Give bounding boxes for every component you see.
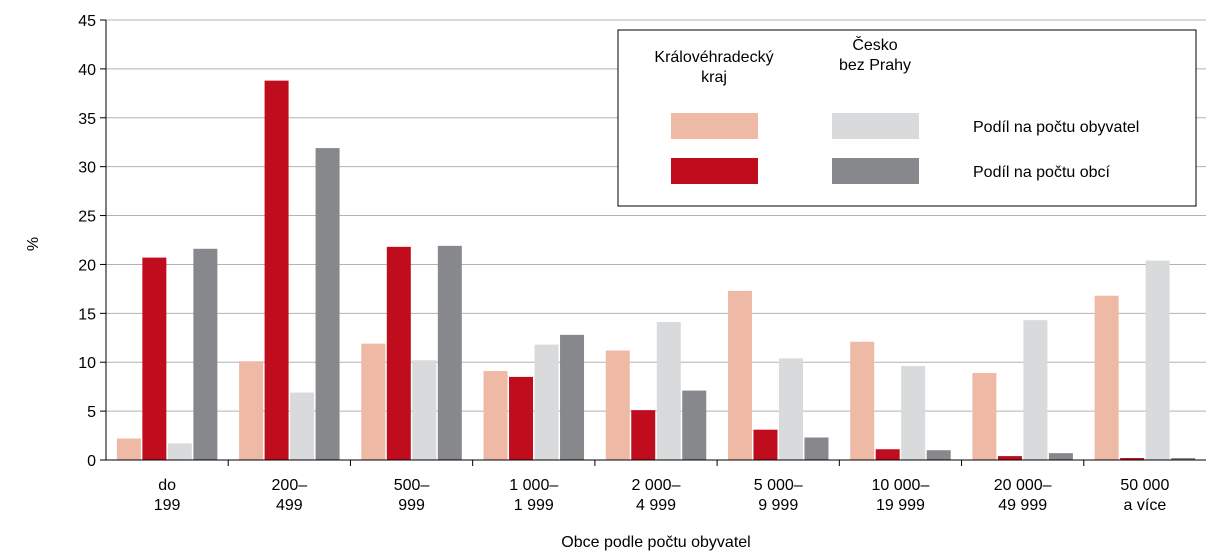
bar [631,410,656,460]
y-tick-label: 25 [78,209,96,226]
x-tick-label: 5 000– [754,477,803,494]
bar [926,450,951,460]
y-tick-label: 5 [87,404,96,421]
bar [193,248,218,460]
bar [997,456,1022,460]
x-tick-label: 49 999 [998,497,1047,514]
y-tick-label: 20 [78,257,96,274]
bar [290,392,315,460]
x-axis-title: Obce podle počtu obyvatel [561,534,750,551]
x-tick-label: 999 [398,497,425,514]
x-tick-label: 9 999 [758,497,798,514]
bar [1171,458,1196,460]
bar [361,343,386,460]
x-tick-label: 19 999 [876,497,925,514]
legend-swatch [671,158,758,184]
bar [315,148,340,461]
bar [1094,295,1119,460]
x-tick-label: 1 000– [509,477,558,494]
legend-column-header: bez Prahy [839,57,911,74]
y-tick-label: 35 [78,111,96,128]
legend-swatch [832,158,919,184]
bar [560,334,585,460]
y-tick-label: 40 [78,62,96,79]
bar [727,290,752,460]
y-tick-label: 10 [78,355,96,372]
legend-row-label: Podíl na počtu obcí [973,164,1111,181]
bar [1023,320,1048,460]
bar [142,257,167,460]
bar [804,437,829,460]
bar [753,429,778,460]
bar [509,376,534,460]
legend-column-header: kraj [701,69,727,86]
y-tick-label: 15 [78,306,96,323]
bar [1120,458,1145,460]
bar [483,371,508,460]
bar [875,449,900,460]
legend-column-header: Česko [852,35,897,54]
x-tick-label: 4 999 [636,497,676,514]
legend-swatch [671,113,758,139]
x-tick-label: 200– [272,477,308,494]
x-tick-label: 500– [394,477,430,494]
bar [682,390,707,460]
bar [605,350,630,460]
y-tick-label: 30 [78,160,96,177]
bar [116,438,141,460]
bar [1048,453,1073,460]
bar [386,246,411,460]
bar [901,366,926,460]
x-tick-label: a více [1124,497,1167,514]
x-tick-label: 199 [154,497,181,514]
y-axis-title: % [25,237,42,251]
bar [534,344,559,460]
x-tick-label: 499 [276,497,303,514]
legend-swatch [832,113,919,139]
bar [412,360,437,460]
bar [167,443,192,460]
bar [1145,260,1170,460]
x-tick-label: 1 999 [514,497,554,514]
x-tick-label: 10 000– [872,477,930,494]
x-tick-label: 50 000 [1120,477,1169,494]
bar [778,358,803,460]
x-tick-label: do [158,477,176,494]
x-tick-label: 2 000– [632,477,681,494]
x-tick-label: 20 000– [994,477,1052,494]
legend-column-header: Královéhradecký [654,49,773,66]
y-tick-label: 45 [78,13,96,30]
y-tick-label: 0 [87,453,96,470]
bar [239,361,264,460]
bar [850,341,875,460]
bar [437,245,462,460]
bar [972,372,997,460]
legend-row-label: Podíl na počtu obyvatel [973,119,1139,136]
bar [656,322,681,460]
bar [264,80,289,460]
